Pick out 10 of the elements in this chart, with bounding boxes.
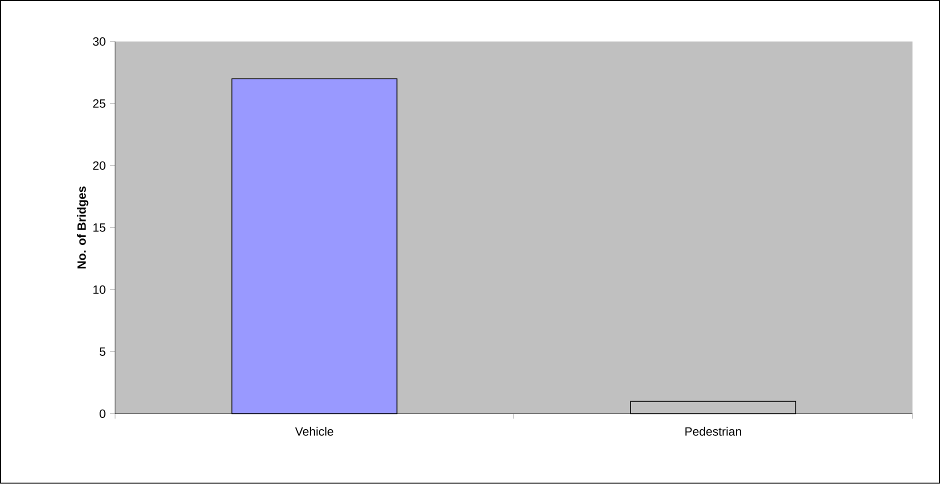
y-tick-label: 25 [93,99,106,108]
x-tick-label: Pedestrian [685,427,742,436]
y-axis-title: No. of Bridges [77,186,88,269]
y-tick-label: 0 [100,410,106,418]
y-tick-label: 15 [93,224,106,232]
x-tick-label: Vehicle [295,427,334,436]
y-tick-label: 20 [93,161,106,170]
y-tick-label: 5 [100,348,106,356]
y-tick-label: 10 [93,286,106,294]
y-tick-label: 30 [92,37,106,46]
